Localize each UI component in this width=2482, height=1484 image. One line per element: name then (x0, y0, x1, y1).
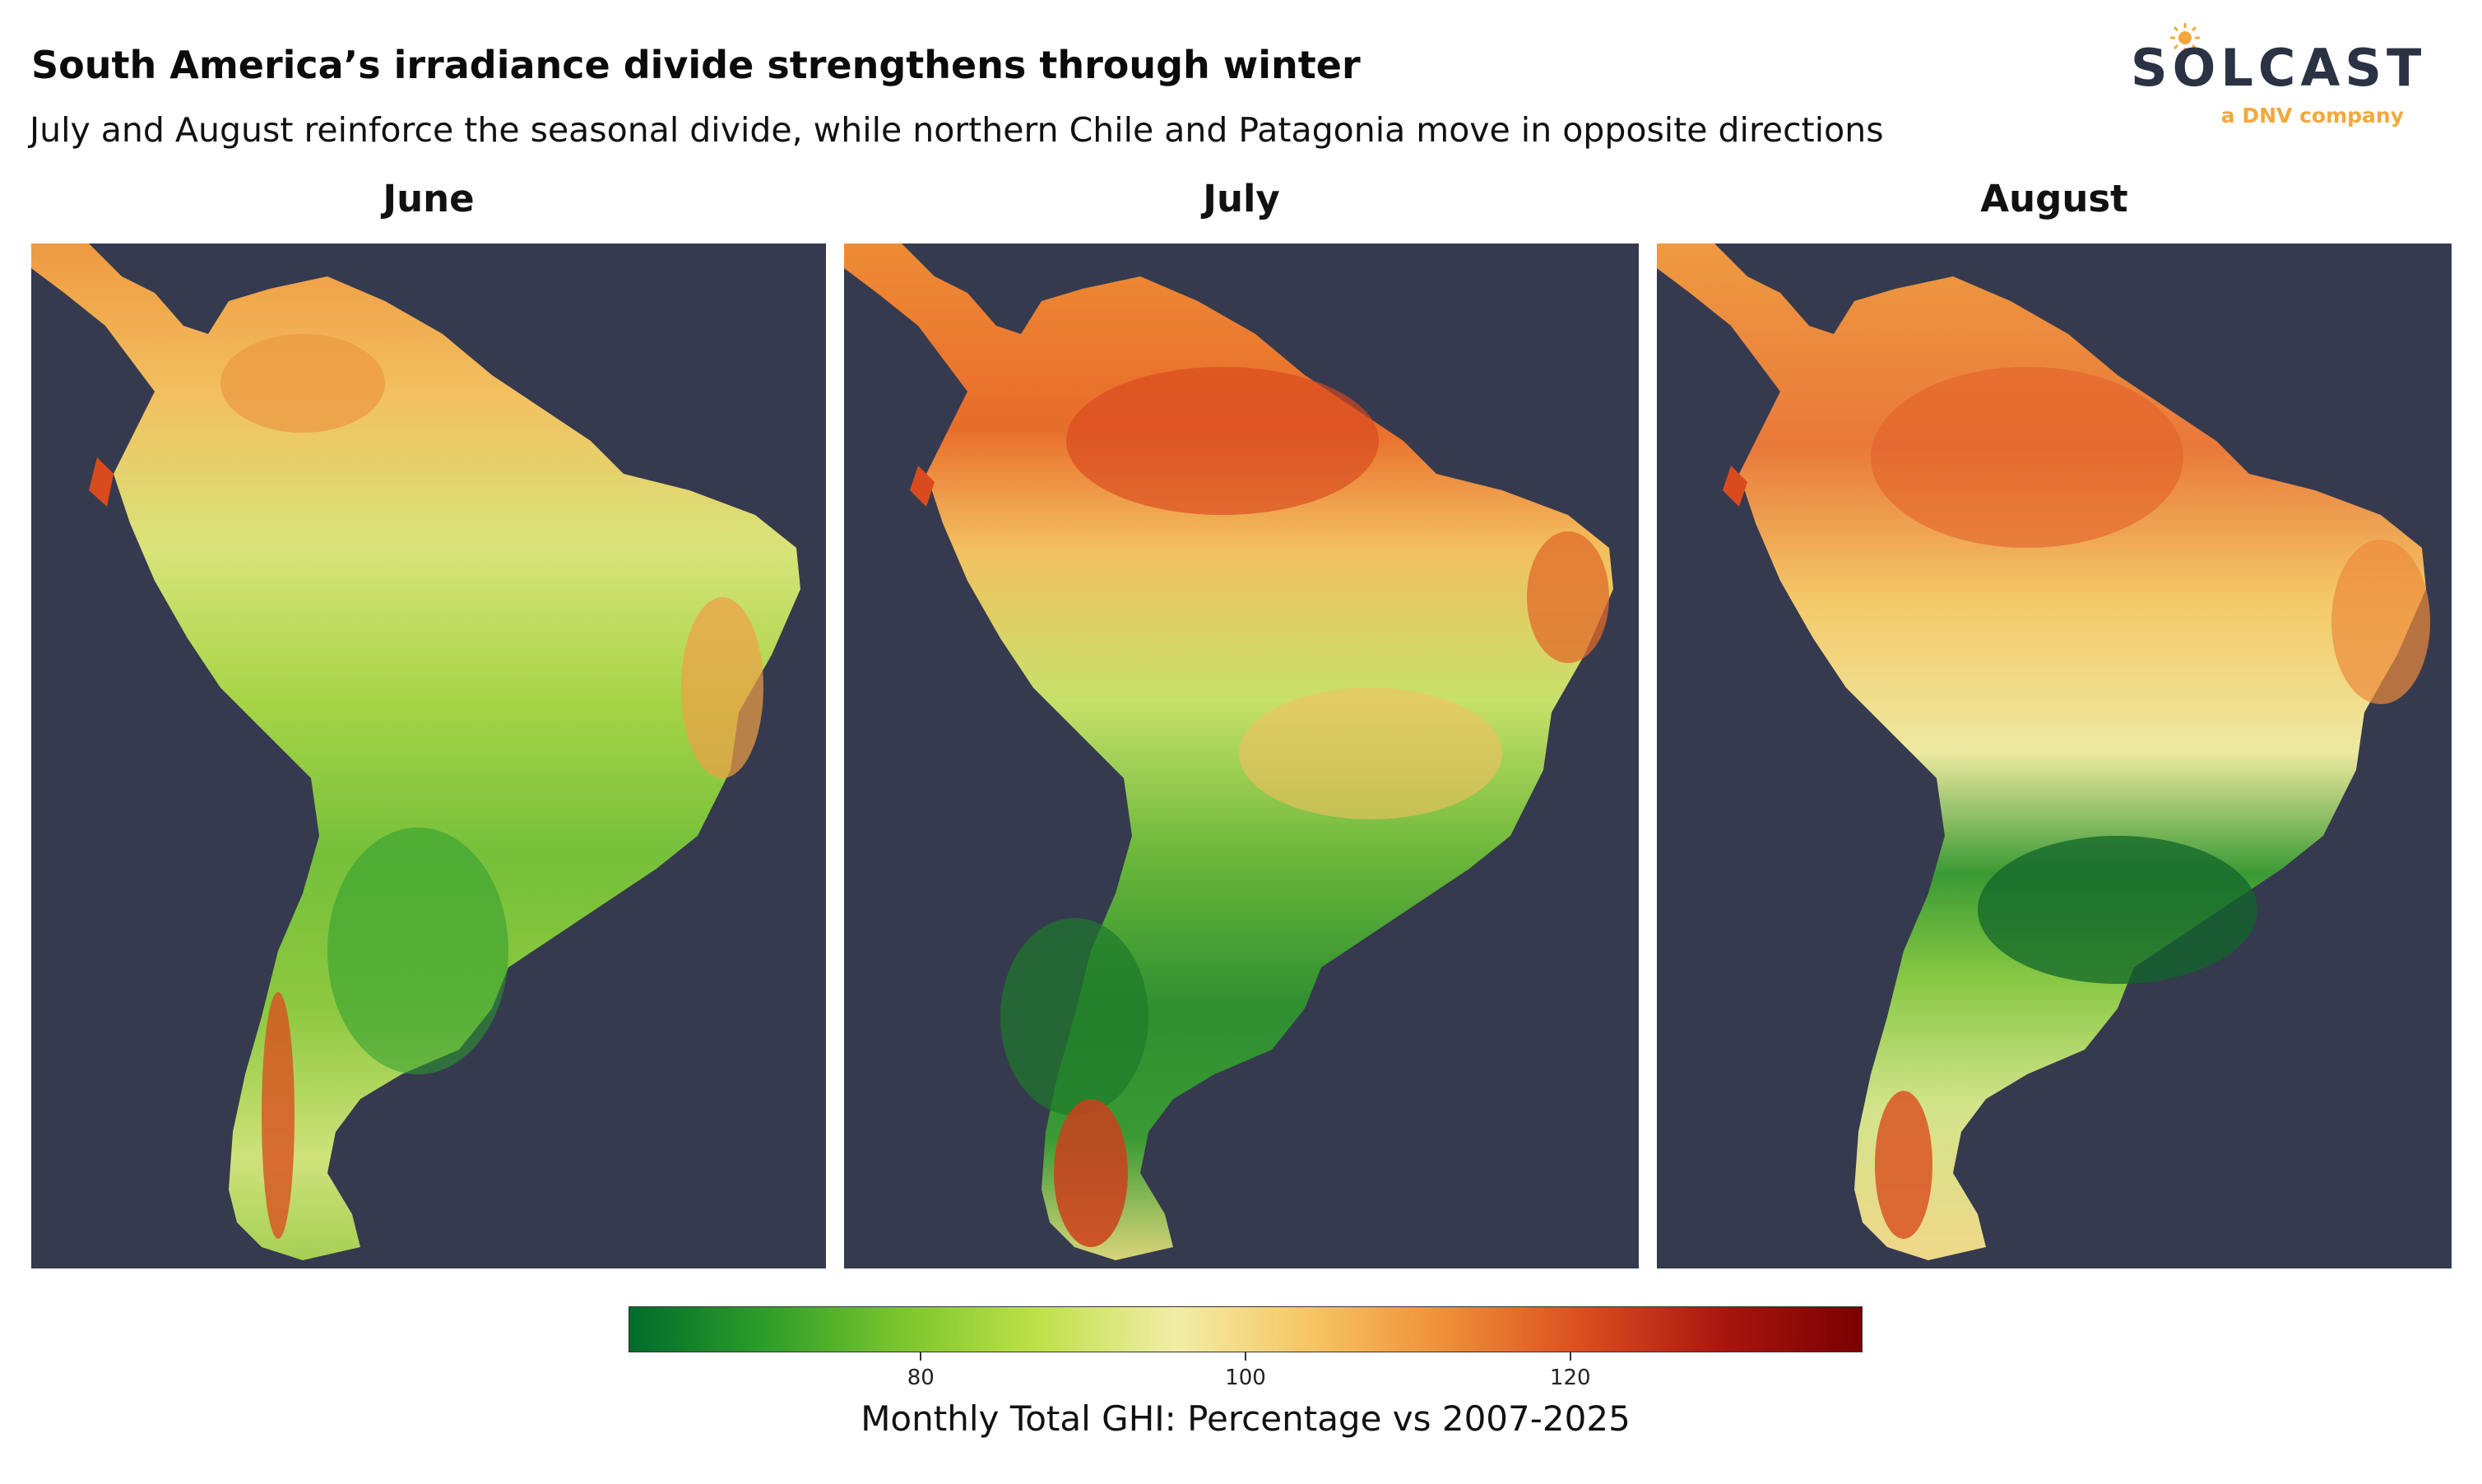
colorbar-tick (1569, 1352, 1571, 1361)
figure-title: South America’s irradiance divide streng… (31, 43, 1361, 87)
figure-subtitle: July and August reinforce the seasonal d… (30, 110, 1884, 150)
map-june-svg (31, 243, 800, 1260)
map-july-svg (844, 243, 1613, 1260)
map-august (1657, 243, 2452, 1268)
continent-shape (31, 243, 800, 1260)
panel-title-august: August (1980, 177, 2128, 220)
sun-icon (2170, 23, 2200, 53)
colorbar-label: Monthly Total GHI: Percentage vs 2007-20… (861, 1398, 1631, 1439)
colorbar-tick-label: 100 (1225, 1366, 1266, 1390)
map-august-svg (1657, 243, 2430, 1260)
colorbar-tick (1245, 1352, 1246, 1361)
map-july (844, 243, 1639, 1268)
colorbar-tick-label: 120 (1549, 1366, 1591, 1390)
continent-shape (844, 243, 1613, 1260)
panel-title-june: June (383, 177, 475, 220)
logo-tagline: a DNV company (2220, 104, 2404, 128)
logo-wordmark: SOLCAST (2131, 38, 2427, 98)
colorbar-tick (920, 1352, 922, 1361)
colorbar-tick-label: 80 (907, 1366, 935, 1390)
colorbar (629, 1306, 1863, 1352)
solcast-logo: SOLCAST a DNV company (2131, 21, 2427, 137)
continent-shape (1657, 243, 2426, 1260)
map-june (31, 243, 826, 1268)
panel-title-july: July (1203, 177, 1280, 220)
